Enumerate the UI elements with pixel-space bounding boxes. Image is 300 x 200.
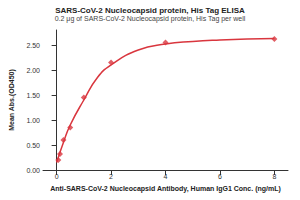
- svg-text:SARS-CoV-2 Nucleocapsid protei: SARS-CoV-2 Nucleocapsid protein, His Tag…: [55, 6, 245, 15]
- svg-text:0.2 μg of SARS-CoV-2 Nucleocap: 0.2 μg of SARS-CoV-2 Nucleocapsid protei…: [55, 15, 246, 23]
- svg-text:2: 2: [109, 173, 113, 180]
- svg-text:2.00: 2.00: [26, 67, 40, 74]
- svg-text:0: 0: [55, 173, 59, 180]
- svg-text:1.00: 1.00: [26, 117, 40, 124]
- svg-text:1.50: 1.50: [26, 92, 40, 99]
- svg-text:2.50: 2.50: [26, 42, 40, 49]
- svg-text:Mean Abs.(OD450): Mean Abs.(OD450): [8, 69, 16, 131]
- svg-text:0.00: 0.00: [26, 167, 40, 174]
- svg-text:6: 6: [218, 173, 222, 180]
- svg-text:Anti-SARS-CoV-2 Nucleocapsid A: Anti-SARS-CoV-2 Nucleocapsid Antibody, H…: [50, 185, 281, 193]
- svg-text:0.50: 0.50: [26, 142, 40, 149]
- svg-text:8: 8: [272, 173, 276, 180]
- svg-text:4: 4: [164, 173, 168, 180]
